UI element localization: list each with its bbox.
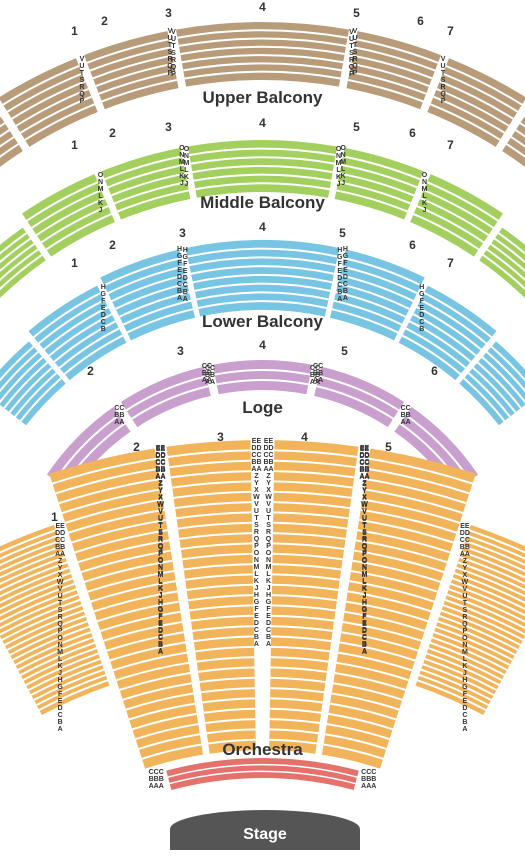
row-letters: CCBBAA [195,363,219,384]
section-number: 7 [441,24,461,38]
row-letters: CCBBAA [394,405,418,426]
section-number: 4 [253,0,273,14]
section-number: 1 [65,256,85,270]
section-number: 6 [411,14,431,28]
section-number: 2 [127,440,147,454]
row-letters: HGFEDCBA [328,247,352,303]
section-number: 7 [441,138,461,152]
row-letters: VUTSRQP [70,56,94,105]
row-letters: VUTSRQP [431,56,455,105]
section-number: 5 [333,226,353,240]
row-letters: VUTSRQP [340,29,364,78]
row-letters: EEDDCCBBAAZYXWVUTSRQPONMLKJHGFEDCBA [453,523,477,733]
row-letters: HGFEDCB [91,284,115,333]
section-number: 2 [81,364,101,378]
seating-chart: Upper Balcony1VUTSRQP2VUTSRQP3VUTSRQP4VU… [0,0,525,850]
section-number: 6 [403,238,423,252]
level-label-lower: Lower Balcony [0,312,525,332]
level-label-middle: Middle Balcony [0,193,525,213]
row-letters: ONMLKJ [88,172,112,214]
section-number: 3 [211,430,231,444]
section-number: 7 [441,256,461,270]
row-letters: EEDDCCBBAAZYXWVUTSRQPONMLKJHGFEDCBA [257,438,281,648]
row-letters: ONMLKJ [170,145,194,187]
row-letters: ONMLKJ [413,172,437,214]
row-letters: VUTSRQP [158,28,182,77]
row-letters: EEDDCCBBAAZYXWVUTSRQPONMLKJHGFEDCBA [148,445,172,655]
section-number: 2 [95,14,115,28]
section-number: 3 [159,120,179,134]
section-number: 2 [103,238,123,252]
section-number: 6 [425,364,445,378]
level-label-loge: Loge [0,398,525,418]
section-number: 3 [159,6,179,20]
row-letters: CCCBBBAAA [144,769,168,790]
row-letters: ONMLKJ [327,146,351,188]
row-letters: EEDDCCBBAAZYXWVUTSRQPONMLKJHGFEDCBA [48,523,72,733]
row-letters: EEDDCCBBAAZYXWVUTSRQPONMLKJHGFEDCBA [352,446,376,656]
section-number: 5 [347,120,367,134]
row-letters: CCBBAA [107,405,131,426]
section-number: 4 [253,220,273,234]
row-letters: HGFEDCB [410,284,434,333]
section-number: 5 [347,6,367,20]
row-letters: CCBBAA [303,365,327,386]
section-number: 4 [253,116,273,130]
section-number: 1 [65,138,85,152]
section-number: 1 [65,24,85,38]
section-number: 3 [171,344,191,358]
row-letters: HGFEDCBA [168,246,192,302]
section-number: 3 [173,226,193,240]
section-number: 6 [403,126,423,140]
section-number: 4 [295,430,315,444]
section-number: 4 [253,338,273,352]
row-letters: CCCBBBAAA [357,769,381,790]
section-number: 2 [103,126,123,140]
level-label-orchestra: Orchestra [0,740,525,760]
section-number: 5 [335,344,355,358]
stage: Stage [170,810,360,850]
section-number: 5 [379,440,399,454]
